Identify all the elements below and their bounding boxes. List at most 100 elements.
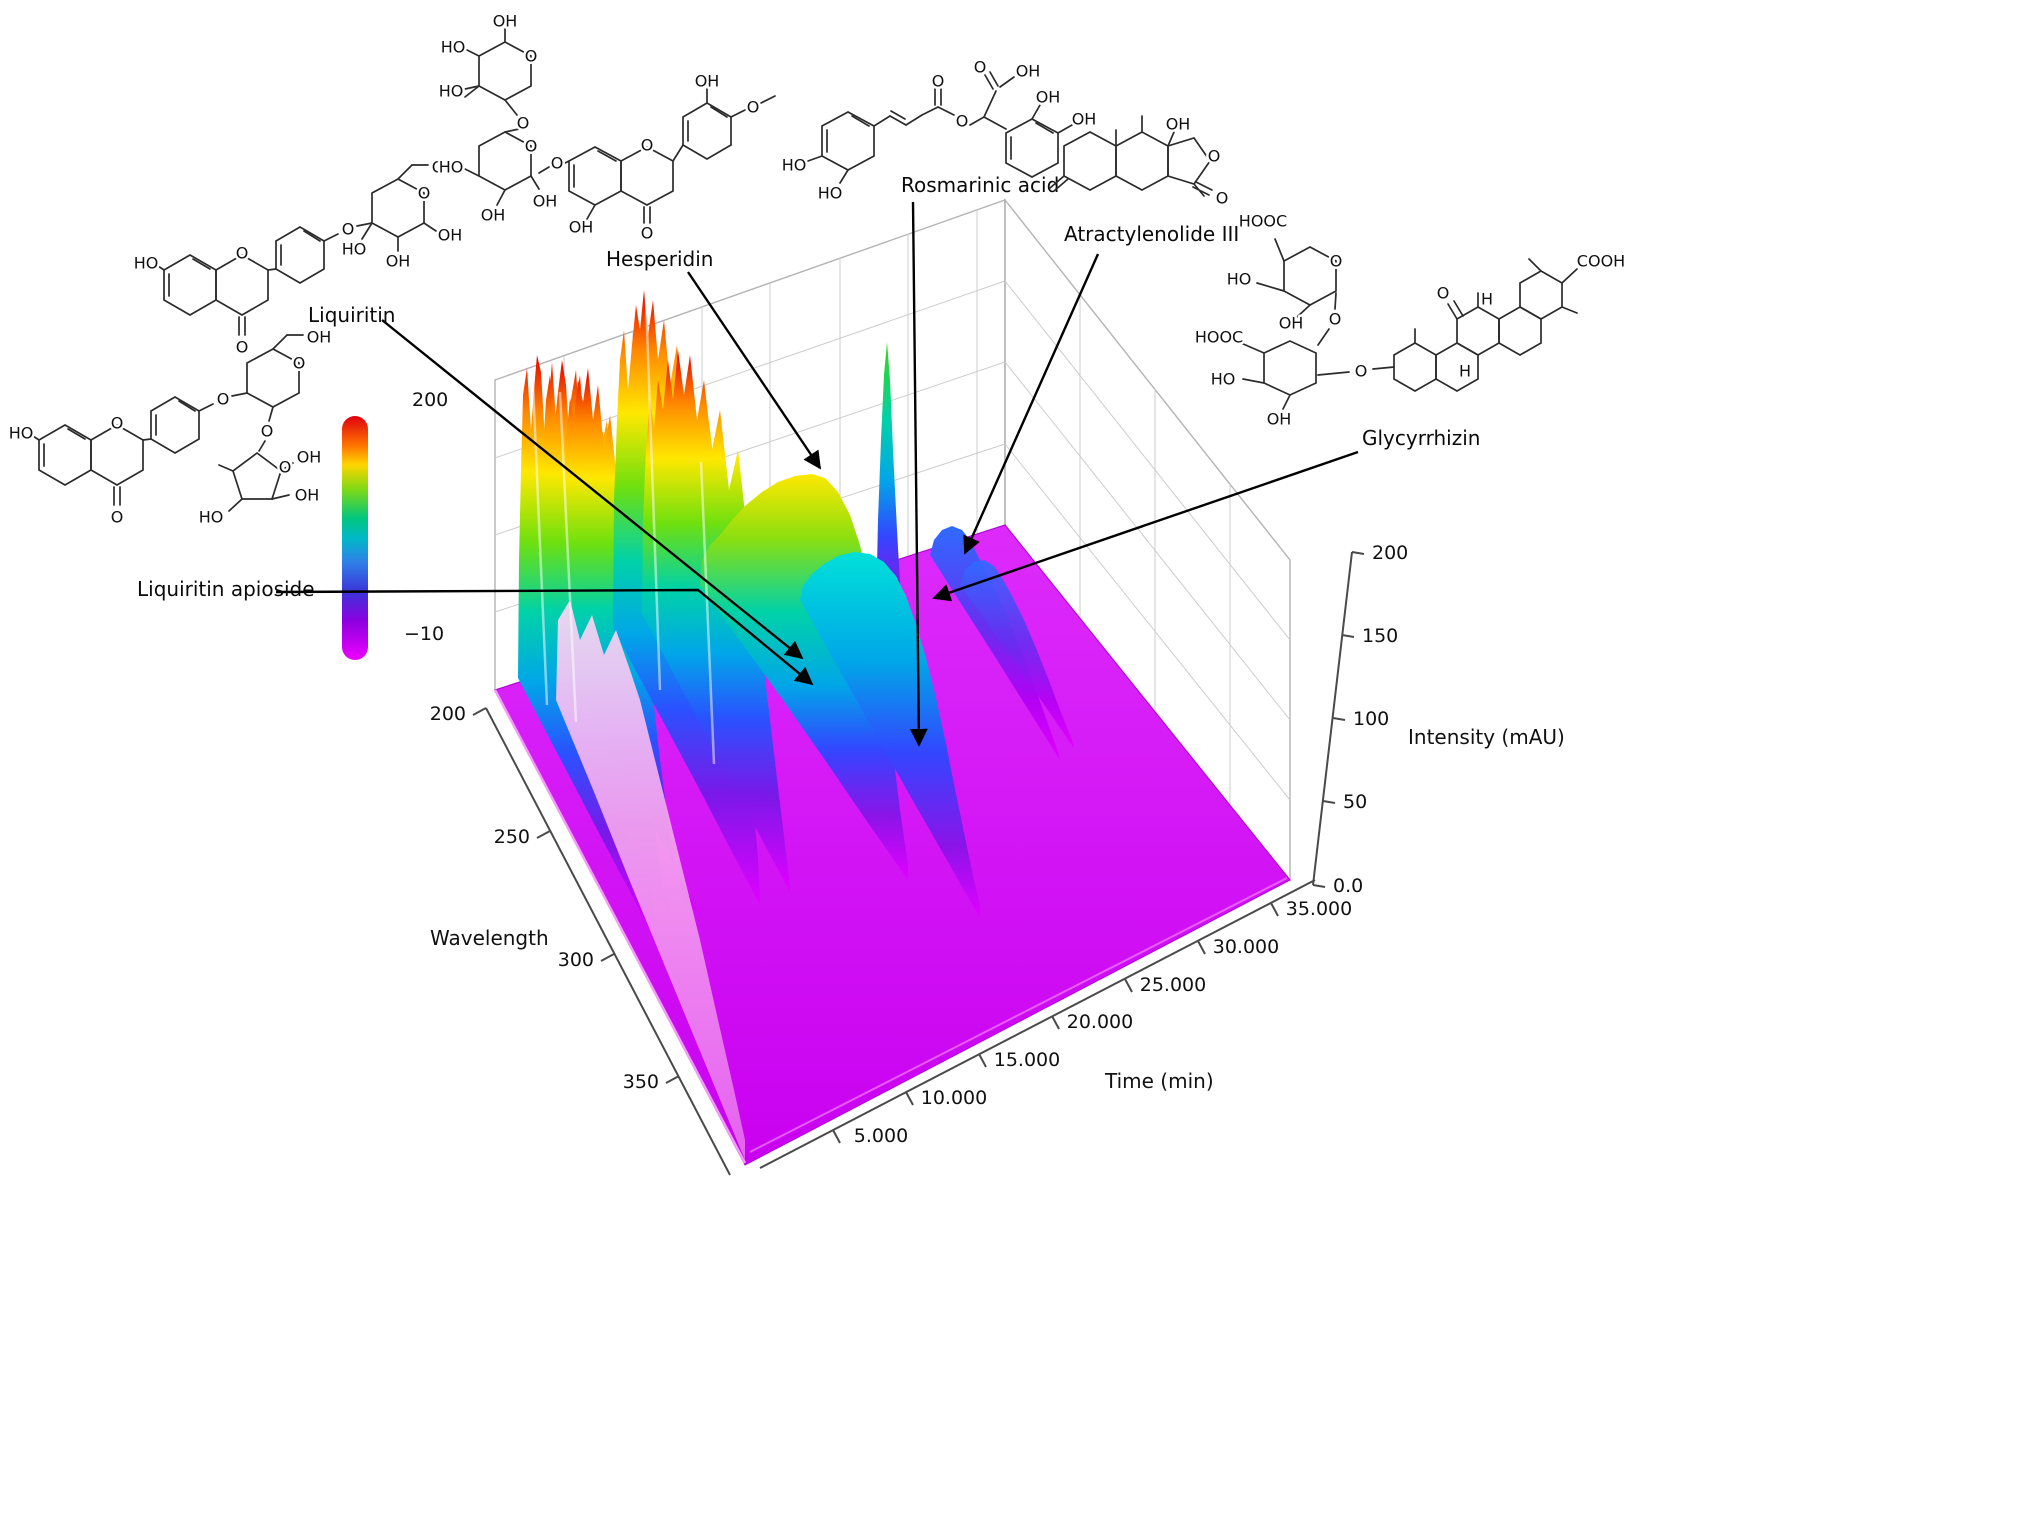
atom-label: HO bbox=[782, 156, 807, 175]
intensity-tick-50: 50 bbox=[1343, 791, 1367, 813]
atom-label: OH bbox=[307, 328, 332, 347]
atom-label: O bbox=[418, 184, 431, 203]
intensity-axis-title: Intensity (mAU) bbox=[1408, 725, 1565, 749]
structure-atractylenolide-iii: OH O O bbox=[1049, 112, 1231, 210]
wavelength-axis: 200 250 300 350 Wavelength bbox=[430, 703, 731, 1176]
right-wall-grid bbox=[1004, 197, 1291, 882]
structure-liquiritin: HO O O O O OH OH HO OH bbox=[131, 155, 465, 359]
atom-label: OH bbox=[493, 12, 518, 31]
arrow-liquiritin bbox=[381, 319, 804, 660]
intensity-tick-200: 200 bbox=[1372, 542, 1408, 564]
atom-label: O bbox=[111, 508, 124, 527]
atom-label: HO bbox=[439, 82, 464, 101]
time-tick-20: 20.000 bbox=[1067, 1011, 1133, 1033]
atom-label: O bbox=[932, 72, 945, 91]
atom-label: O bbox=[342, 220, 355, 239]
label-glycyrrhizin: Glycyrrhizin bbox=[1362, 426, 1480, 450]
atom-label: OH bbox=[432, 158, 457, 177]
atom-label: COOH bbox=[1577, 252, 1625, 271]
atom-label: O bbox=[236, 338, 249, 357]
arrow-liquiritin-apioside bbox=[275, 588, 814, 686]
atom-label: O bbox=[517, 114, 530, 133]
atom-label: O bbox=[1329, 310, 1342, 329]
atom-label: OH bbox=[386, 252, 411, 271]
atom-label: HO bbox=[199, 508, 224, 527]
atom-label: O bbox=[261, 422, 274, 441]
intensity-tick-150: 150 bbox=[1362, 625, 1398, 647]
structure-hesperidin: OH HO HO O O O HO OH OH O O O OH OH O bbox=[436, 9, 776, 245]
arrow-glycyrrhizin bbox=[932, 450, 1359, 602]
colorbar-gradient bbox=[342, 416, 368, 660]
atom-label: OH bbox=[1072, 110, 1097, 129]
atom-label: HO bbox=[134, 254, 159, 273]
atom-label: O bbox=[641, 224, 654, 243]
surface-peaks bbox=[518, 290, 1074, 1160]
atom-label: O bbox=[525, 137, 538, 156]
wavelength-tick-250: 250 bbox=[494, 826, 530, 848]
atom-label: O bbox=[1216, 189, 1229, 208]
atom-label: OH bbox=[1279, 314, 1304, 333]
intensity-axis: 200 150 100 50 0.0 Intensity (mAU) bbox=[1312, 542, 1565, 897]
surface-front-pale-faces bbox=[556, 600, 745, 1160]
atom-label: HO bbox=[9, 424, 34, 443]
time-axis-title: Time (min) bbox=[1104, 1069, 1214, 1093]
atom-label: O bbox=[293, 354, 306, 373]
atom-label: OH bbox=[1016, 62, 1041, 81]
wavelength-axis-title: Wavelength bbox=[430, 926, 549, 950]
atom-label: HO bbox=[342, 240, 367, 259]
atom-label: HOOC bbox=[1195, 328, 1243, 347]
label-hesperidin: Hesperidin bbox=[606, 247, 713, 271]
atom-label: O bbox=[1330, 252, 1343, 271]
time-tick-15: 15.000 bbox=[994, 1049, 1060, 1071]
atom-label: OH bbox=[533, 192, 558, 211]
time-tick-10: 10.000 bbox=[921, 1087, 987, 1109]
atom-label: O bbox=[217, 390, 230, 409]
atom-label: OH bbox=[295, 486, 320, 505]
atom-label: O bbox=[641, 136, 654, 155]
wavelength-tick-300: 300 bbox=[558, 949, 594, 971]
atom-label: O bbox=[1208, 147, 1221, 166]
time-axis: 5.000 10.000 15.000 20.000 25.000 30.000… bbox=[759, 879, 1352, 1169]
time-tick-25: 25.000 bbox=[1140, 974, 1206, 996]
atom-label: O bbox=[236, 244, 249, 263]
atom-label: O bbox=[974, 58, 987, 77]
colorbar-min-label: −10 bbox=[404, 623, 444, 645]
atom-label: O bbox=[747, 98, 760, 117]
atom-label: HO bbox=[818, 184, 843, 203]
atom-label: OH bbox=[1267, 410, 1292, 429]
time-tick-35: 35.000 bbox=[1286, 898, 1352, 920]
label-liquiritin-apioside: Liquiritin apioside bbox=[137, 577, 315, 601]
peak-ridge-mid-2 bbox=[642, 350, 790, 892]
atom-label: OH bbox=[569, 218, 594, 237]
wavelength-tick-200: 200 bbox=[430, 703, 466, 725]
atom-label: H bbox=[1481, 290, 1493, 309]
arrow-hesperidin bbox=[687, 271, 822, 470]
atom-label: O bbox=[1437, 284, 1450, 303]
atom-label: O bbox=[279, 458, 292, 477]
annotation-arrows bbox=[275, 201, 1359, 747]
intensity-tick-0: 0.0 bbox=[1333, 875, 1363, 897]
atom-label: H bbox=[1459, 362, 1471, 381]
peak-cyan-ridge bbox=[800, 552, 980, 918]
atom-label: HO bbox=[1227, 270, 1252, 289]
atom-label: OH bbox=[297, 448, 322, 467]
peak-blue-bump-2 bbox=[960, 560, 1074, 748]
structure-glycyrrhizin: HOOC HO O OH HOOC HO OH O O O H H COOH bbox=[1192, 209, 1627, 431]
atom-label: O bbox=[1355, 362, 1368, 381]
time-tick-30: 30.000 bbox=[1213, 936, 1279, 958]
label-atractylenolide-iii: Atractylenolide III bbox=[1064, 222, 1239, 246]
arrow-atractylenolide-iii bbox=[963, 253, 1100, 555]
compound-labels: Liquiritin apioside Liquiritin Hesperidi… bbox=[137, 173, 1480, 601]
atom-label: OH bbox=[438, 226, 463, 245]
atom-label: OH bbox=[1036, 88, 1061, 107]
atom-label: OH bbox=[1166, 115, 1191, 134]
structure-liquiritin-apioside: HO O O O O OH O O OH OH HO bbox=[6, 325, 334, 529]
intensity-tick-100: 100 bbox=[1353, 708, 1389, 730]
atom-label: HO bbox=[441, 38, 466, 57]
atom-label: HO bbox=[1211, 370, 1236, 389]
label-liquiritin: Liquiritin bbox=[308, 303, 395, 327]
atom-label: O bbox=[111, 414, 124, 433]
wavelength-tick-350: 350 bbox=[623, 1071, 659, 1093]
